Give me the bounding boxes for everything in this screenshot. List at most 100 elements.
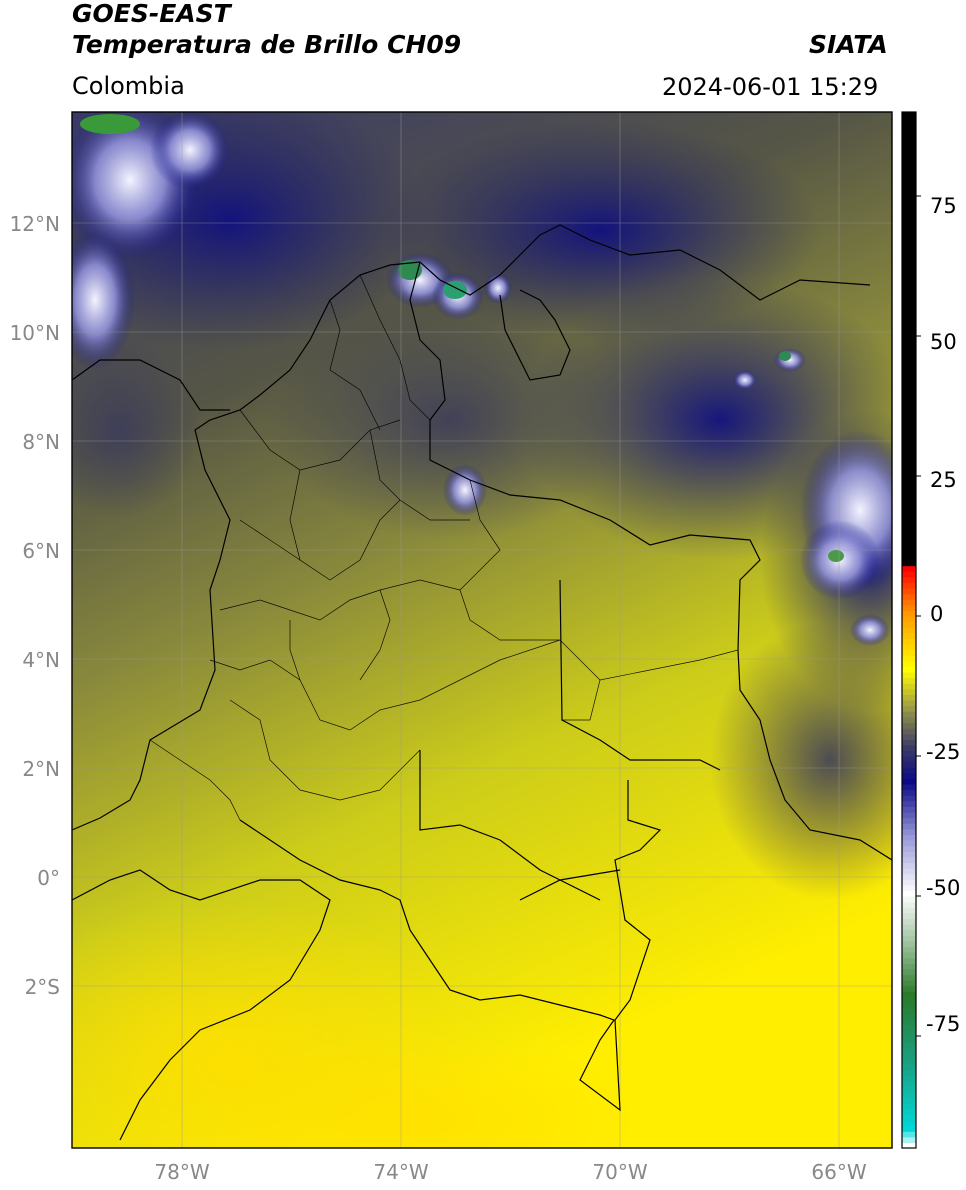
colorbar-band [902, 358, 916, 365]
colorbar-band [902, 968, 916, 975]
colorbar-band [902, 806, 916, 813]
colorbar-band [902, 957, 916, 964]
temperature-field [72, 112, 892, 1148]
colorbar-band [902, 201, 916, 208]
colorbar-band [902, 739, 916, 746]
graticule [72, 112, 892, 1148]
colorbar-band [902, 980, 916, 987]
colorbar-band [902, 963, 916, 970]
colorbar-band [902, 862, 916, 869]
colorbar-band [902, 1120, 916, 1127]
colorbar-band [902, 688, 916, 695]
colorbar-band [902, 996, 916, 1003]
colorbar-band [902, 285, 916, 292]
lon-tick-label: 74°W [373, 1160, 429, 1184]
datetime-label: 2024-06-01 15:29 [662, 73, 879, 101]
colorbar-band [902, 526, 916, 533]
colorbar-band [902, 134, 916, 141]
borders [72, 224, 892, 1141]
colorbar-band [902, 212, 916, 219]
colorbar-band [902, 207, 916, 214]
colorbar-band [902, 168, 916, 175]
colorbar-band [902, 268, 916, 275]
colorbar-band [902, 683, 916, 690]
colorbar-band [902, 795, 916, 802]
colorbar-band [902, 414, 916, 421]
colorbar-band [902, 408, 916, 415]
colorbar-band [902, 487, 916, 494]
colorbar-tick-label: 75 [930, 194, 957, 218]
colorbar-tick-label: 50 [930, 330, 957, 354]
colorbar-band [902, 1125, 916, 1132]
colorbar-band [902, 828, 916, 835]
colorbar-band [902, 627, 916, 634]
colorbar-band [902, 1013, 916, 1020]
colorbar-band [902, 705, 916, 712]
colorbar-band [902, 800, 916, 807]
colorbar-band [902, 308, 916, 315]
colorbar-band [902, 935, 916, 942]
colorbar-band [902, 543, 916, 550]
colorbar-band [902, 498, 916, 505]
colorbar-band [902, 1136, 916, 1143]
map-frame [71, 111, 893, 1149]
colorbar-tick-label: -50 [926, 876, 961, 900]
colorbar-band [902, 252, 916, 259]
colorbar-band [902, 145, 916, 152]
colorbar-band [902, 1092, 916, 1099]
lon-tick-label: 78°W [154, 1160, 210, 1184]
colorbar-band [902, 918, 916, 925]
colorbar-band [902, 235, 916, 242]
colorbar-band [902, 655, 916, 662]
colorbar-band [902, 470, 916, 477]
colorbar-band [902, 347, 916, 354]
colorbar-band [902, 845, 916, 852]
colorbar-band [902, 896, 916, 903]
colorbar-band [902, 560, 916, 567]
colorbar-band [902, 851, 916, 858]
colorbar-band [902, 879, 916, 886]
product-title: Temperatura de Brillo CH09 [72, 30, 462, 59]
colorbar-band [902, 224, 916, 231]
colorbar-band [902, 576, 916, 583]
colorbar-band [902, 302, 916, 309]
colorbar-band [902, 789, 916, 796]
colorbar-band [902, 632, 916, 639]
colorbar-band [902, 750, 916, 757]
colorbar-band [902, 677, 916, 684]
colorbar-band [902, 184, 916, 191]
colorbar-band [902, 638, 916, 645]
colorbar-band [902, 716, 916, 723]
colorbar-band [902, 767, 916, 774]
lat-tick-label: 10°N [9, 321, 60, 345]
colorbar-band [902, 156, 916, 163]
colorbar-band [902, 1024, 916, 1031]
colorbar-band [902, 162, 916, 169]
colorbar-band [902, 537, 916, 544]
colorbar-band [902, 868, 916, 875]
colorbar-band [902, 733, 916, 740]
lon-tick-label: 66°W [811, 1160, 867, 1184]
colorbar-band [902, 240, 916, 247]
colorbar-band [902, 711, 916, 718]
colorbar-band [902, 772, 916, 779]
colorbar-band [902, 296, 916, 303]
colorbar-band [902, 481, 916, 488]
colorbar-band [902, 1041, 916, 1048]
colorbar-band [902, 694, 916, 701]
colorbar-band [902, 974, 916, 981]
lat-tick-label: 0° [37, 866, 60, 890]
colorbar-band [902, 380, 916, 387]
colorbar-band [902, 509, 916, 516]
colorbar-band [902, 901, 916, 908]
lat-tick-label: 12°N [9, 212, 60, 236]
colorbar-band [902, 756, 916, 763]
colorbar-band [902, 123, 916, 130]
colorbar-band [902, 582, 916, 589]
colorbar-band [902, 873, 916, 880]
colorbar-band [902, 532, 916, 539]
colorbar-band [902, 952, 916, 959]
colorbar-band [902, 616, 916, 623]
colorbar-band [902, 112, 916, 119]
colorbar-band [902, 397, 916, 404]
